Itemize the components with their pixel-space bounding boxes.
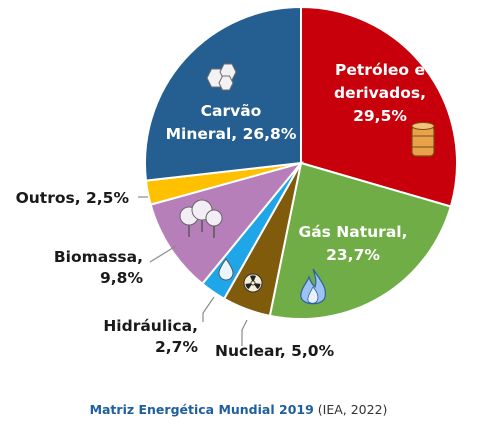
slice-petroleo-e-derivados bbox=[300, 5, 458, 208]
label-nuclear: Nuclear, 5,0% bbox=[215, 342, 335, 360]
slice-icons bbox=[179, 63, 435, 305]
gas-flame-icon bbox=[300, 268, 326, 305]
caption-title: Matriz Energética Mundial 2019 bbox=[89, 402, 314, 417]
leader-nuclear bbox=[241, 319, 248, 346]
trees-icon bbox=[179, 199, 223, 238]
label-line: derivados, bbox=[334, 84, 426, 102]
leader-hidraulica bbox=[202, 296, 215, 322]
label-line: 29,5% bbox=[353, 107, 407, 125]
pie-chart: Petróleo e derivados, 29,5% Gás Natural, 23,… bbox=[16, 5, 458, 360]
label-carvao-mineral: Carvão Mineral, 26,8% bbox=[166, 102, 297, 143]
label-petroleo-e-derivados: Petróleo e derivados, 29,5% bbox=[334, 61, 426, 125]
label-line: 9,8% bbox=[100, 269, 143, 287]
label-line: Outros, 2,5% bbox=[16, 189, 130, 207]
label-line: Hidráulica, bbox=[103, 317, 198, 335]
leader-lines bbox=[138, 196, 248, 346]
label-outros: Outros, 2,5% bbox=[16, 189, 130, 207]
coal-icon bbox=[206, 63, 237, 91]
radiation-icon bbox=[243, 273, 263, 293]
label-line: Gás Natural, bbox=[299, 223, 408, 241]
oil-barrel-icon bbox=[411, 122, 435, 157]
water-drop-icon bbox=[218, 258, 234, 281]
slice-carvao-mineral bbox=[144, 5, 302, 182]
leader-biomassa bbox=[149, 245, 177, 263]
chart-caption: Matriz Energética Mundial 2019 (IEA, 202… bbox=[0, 402, 477, 417]
slice-labels: Petróleo e derivados, 29,5% Gás Natural, 23,… bbox=[16, 61, 426, 360]
label-hidraulica: Hidráulica, 2,7% bbox=[103, 317, 198, 356]
slice-biomassa bbox=[149, 161, 304, 286]
label-biomassa: Biomassa, 9,8% bbox=[54, 248, 144, 287]
label-line: 2,7% bbox=[155, 338, 198, 356]
label-line: Carvão bbox=[201, 102, 262, 120]
pie-slices bbox=[144, 5, 458, 320]
label-line: Mineral, 26,8% bbox=[166, 125, 297, 143]
label-line: 23,7% bbox=[326, 246, 380, 264]
label-line: Petróleo e bbox=[335, 61, 425, 79]
label-line: Biomassa, bbox=[54, 248, 143, 266]
caption-source: (IEA, 2022) bbox=[317, 402, 388, 417]
label-line: Nuclear, 5,0% bbox=[215, 342, 335, 360]
label-gas-natural: Gás Natural, 23,7% bbox=[299, 223, 408, 264]
